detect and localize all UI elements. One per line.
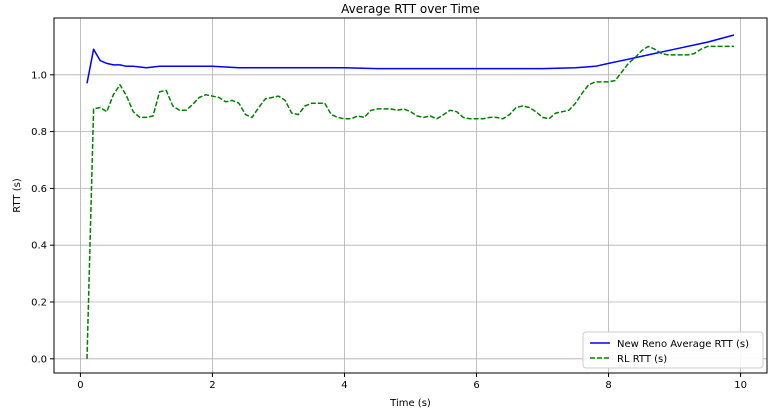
y-tick-label: 0.8 <box>31 127 47 138</box>
axis-ticks: 0 2 4 6 8 10 0.0 0.2 0.4 0.6 0.8 1.0 <box>31 70 747 391</box>
x-axis-label: Time (s) <box>389 398 431 409</box>
x-tick-label: 4 <box>341 380 347 391</box>
y-tick-label: 0.6 <box>31 184 47 195</box>
plot-frame <box>53 17 768 374</box>
y-tick-label: 0.0 <box>31 354 47 365</box>
y-axis-label: RTT (s) <box>12 178 23 213</box>
y-tick-label: 0.2 <box>31 298 47 309</box>
x-tick-label: 6 <box>473 380 479 391</box>
series-line-new-reno <box>86 34 735 84</box>
y-tick-label: 0.4 <box>31 241 47 252</box>
legend-label-rl: RL RTT (s) <box>617 354 667 365</box>
x-tick-label: 10 <box>734 380 747 391</box>
x-tick-label: 8 <box>605 380 611 391</box>
x-tick-label: 0 <box>77 380 83 391</box>
legend-label-new-reno: New Reno Average RTT (s) <box>617 339 749 350</box>
data-lines <box>86 34 735 359</box>
series-line-rl <box>86 45 734 359</box>
x-tick-label: 2 <box>209 380 215 391</box>
chart-title: Average RTT over Time <box>341 2 480 16</box>
legend-box <box>582 331 764 369</box>
y-tick-label: 1.0 <box>31 70 47 81</box>
legend: New Reno Average RTT (s) RL RTT (s) <box>582 331 764 369</box>
